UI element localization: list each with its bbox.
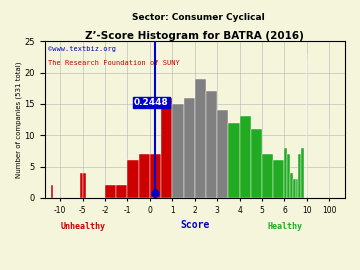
Bar [161,98,172,198]
Bar [184,98,195,198]
Bar [240,116,251,198]
Bar [290,173,293,198]
Text: ©www.textbiz.org: ©www.textbiz.org [48,46,116,52]
Bar [273,160,284,198]
Bar [83,173,86,198]
Bar [116,185,127,198]
Bar [293,179,296,198]
Text: Healthy: Healthy [267,222,302,231]
Bar [206,91,217,198]
X-axis label: Score: Score [180,220,210,230]
Bar [284,148,287,198]
Text: 0.2448: 0.2448 [134,98,169,107]
Bar [195,79,206,198]
Bar [127,160,139,198]
Bar [228,123,240,198]
Bar [301,148,304,198]
Bar [217,110,228,198]
Bar [51,185,54,198]
Bar [105,185,116,198]
Bar [287,154,290,198]
Bar [298,154,301,198]
Text: Sector: Consumer Cyclical: Sector: Consumer Cyclical [132,13,264,22]
Y-axis label: Number of companies (531 total): Number of companies (531 total) [15,61,22,178]
Bar [80,173,83,198]
Bar [262,154,273,198]
Text: Unhealthy: Unhealthy [61,222,106,231]
Bar [296,179,298,198]
Title: Z’-Score Histogram for BATRA (2016): Z’-Score Histogram for BATRA (2016) [85,31,304,41]
Bar [172,104,184,198]
Bar [251,129,262,198]
Bar [139,154,150,198]
Bar [150,154,161,198]
Text: The Research Foundation of SUNY: The Research Foundation of SUNY [48,60,179,66]
